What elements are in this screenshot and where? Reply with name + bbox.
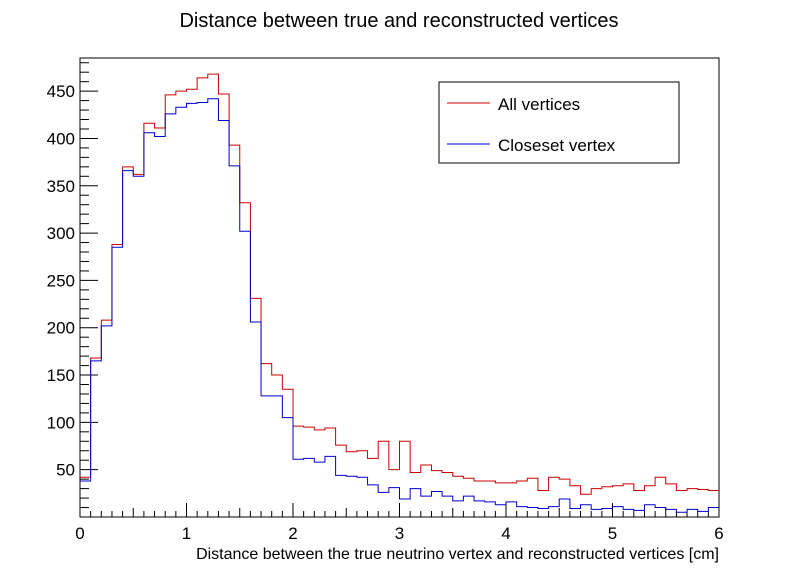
- x-tick-label: 1: [182, 524, 191, 543]
- legend: All vertices Closeset vertex: [438, 81, 680, 164]
- legend-box: [438, 81, 680, 164]
- x-tick-label: 4: [501, 524, 510, 543]
- legend-label-closest-vertex: Closeset vertex: [498, 136, 616, 155]
- chart-title: Distance between true and reconstructed …: [179, 10, 618, 32]
- y-tick-label: 50: [56, 461, 75, 480]
- x-tick-label: 2: [288, 524, 297, 543]
- series-all-vertices-line: [80, 73, 719, 495]
- x-tick-label: 3: [395, 524, 404, 543]
- y-tick-label: 100: [47, 413, 75, 432]
- y-tick-label: 200: [47, 319, 75, 338]
- x-tick-label: 5: [608, 524, 617, 543]
- x-tick-label: 6: [714, 524, 723, 543]
- y-tick-label: 300: [47, 224, 75, 243]
- y-tick-label: 400: [47, 129, 75, 148]
- y-axis: 50 100 150 200 250 300 350 400 450: [47, 62, 98, 518]
- y-tick-label: 150: [47, 366, 75, 385]
- y-tick-label: 250: [47, 271, 75, 290]
- x-axis: 0 1 2 3 4 5 6: [75, 503, 724, 543]
- y-tick-label: 450: [47, 82, 75, 101]
- series-closest-vertex-line: [80, 98, 719, 513]
- histogram-series: [80, 73, 719, 513]
- x-axis-title: Distance between the true neutrino verte…: [196, 546, 719, 563]
- y-tick-label: 350: [47, 177, 75, 196]
- legend-label-all-vertices: All vertices: [498, 95, 580, 114]
- x-tick-label: 0: [75, 524, 84, 543]
